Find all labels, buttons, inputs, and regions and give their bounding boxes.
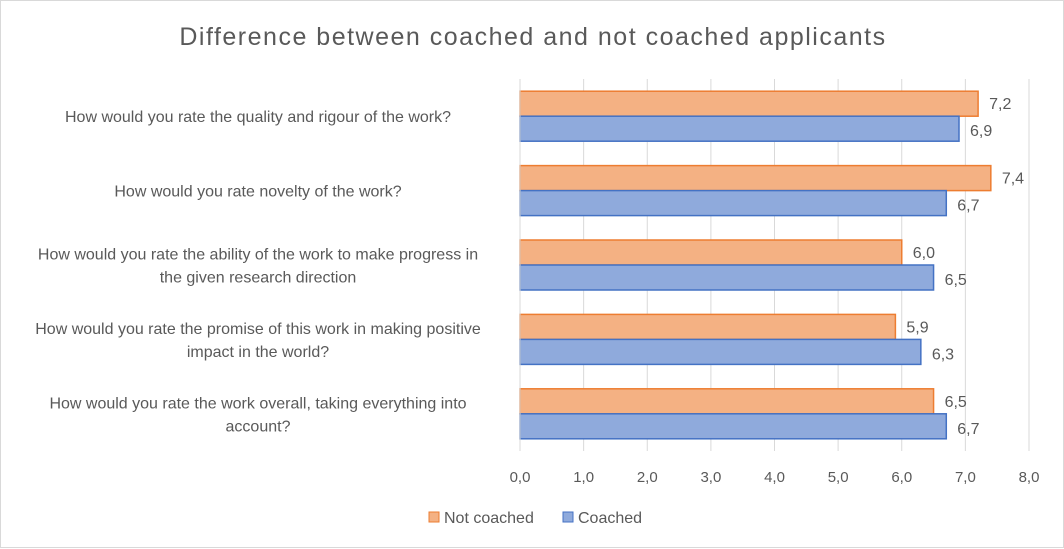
category-label: How would you rate the work overall, tak… <box>49 395 466 412</box>
data-labels: 7,2 6,9 7,4 6,7 6,0 6,5 5,96,3 6,5 6,7 <box>906 96 1024 438</box>
legend-label: Not coached <box>444 510 534 527</box>
bar-not-coached <box>519 313 897 341</box>
x-tick-labels: 0,0 1,0 2,0 3,0 4,0 5,0 6,0 7,0 8,0 <box>510 469 1040 486</box>
legend: Not coached Coached <box>428 510 642 527</box>
category-label: How would you rate the quality and rigou… <box>65 109 451 126</box>
category-label: impact in the world? <box>187 344 329 361</box>
x-tick-label: 7,0 <box>955 469 976 486</box>
data-label: 7,2 <box>989 96 1011 113</box>
bar-coached <box>519 338 922 366</box>
legend-swatch <box>562 511 574 523</box>
bar-coached <box>519 264 935 291</box>
category-labels: How would you rate the quality and rigou… <box>35 109 481 435</box>
x-tick-label: 2,0 <box>637 469 658 486</box>
data-label: 6,9 <box>970 123 992 140</box>
category-label: the given research direction <box>160 270 357 287</box>
data-label: 6,7 <box>957 421 979 438</box>
x-tick-label: 6,0 <box>891 469 912 486</box>
bar-not-coached <box>519 90 979 117</box>
chart-title: Difference between coached and not coach… <box>179 23 886 51</box>
data-label: 5,9 <box>906 319 928 336</box>
category-label: How would you rate the ability of the wo… <box>38 247 478 264</box>
bar-not-coached <box>519 388 935 415</box>
bars <box>519 90 992 440</box>
data-label: 6,0 <box>913 245 935 262</box>
data-label: 6,5 <box>945 394 967 411</box>
legend-label: Coached <box>578 510 642 527</box>
legend-swatch <box>428 511 440 523</box>
x-tick-label: 4,0 <box>764 469 785 486</box>
data-label: 6,3 <box>932 346 954 363</box>
x-tick-label: 8,0 <box>1019 469 1040 486</box>
data-label: 7,4 <box>1002 171 1024 188</box>
bar-coached <box>519 189 948 217</box>
data-label: 6,7 <box>957 198 979 215</box>
bar-not-coached <box>519 239 903 266</box>
x-tick-label: 0,0 <box>510 469 531 486</box>
category-label: How would you rate the promise of this w… <box>35 321 481 338</box>
bar-coached <box>519 115 960 142</box>
x-tick-label: 3,0 <box>700 469 721 486</box>
bar-not-coached <box>519 164 992 192</box>
bar-coached <box>519 413 948 440</box>
x-tick-label: 1,0 <box>573 469 594 486</box>
category-label: account? <box>226 418 291 435</box>
x-tick-label: 5,0 <box>828 469 849 486</box>
data-label: 6,5 <box>945 272 967 289</box>
category-label: How would you rate novelty of the work? <box>114 184 401 201</box>
